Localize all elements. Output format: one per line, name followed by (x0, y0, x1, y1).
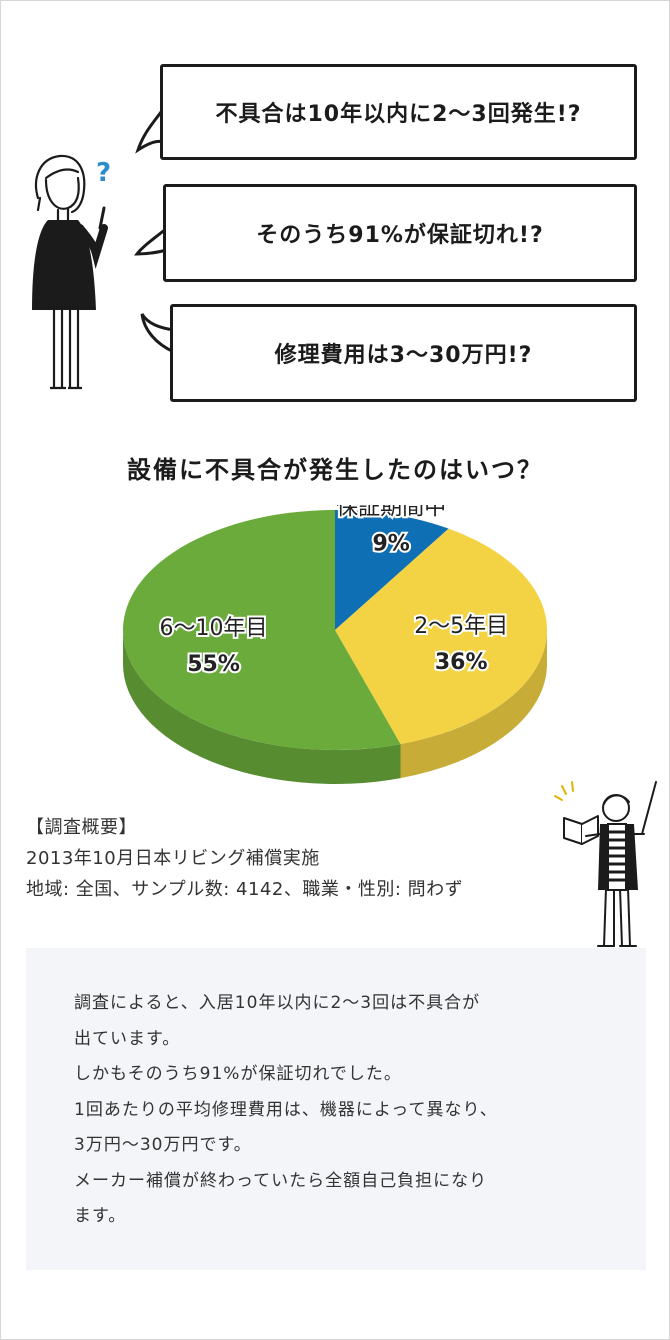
pie-label-2: 6〜10年目 (160, 616, 268, 641)
pie-slice-2 (123, 510, 401, 750)
chart-question-title: 設備に不具合が発生したのはいつ？ (127, 456, 543, 484)
speech-bubble-3: 修理費用は3〜30万円!? (140, 304, 637, 402)
survey-heading: 【調査概要】 (26, 817, 137, 838)
pie-value-0: 9% (373, 532, 410, 557)
pie-value-1: 36% (435, 650, 488, 675)
pie-label-1: 2〜5年目 (414, 614, 508, 639)
pie-slice-1 (335, 528, 548, 745)
summary-line-6: メーカー補償が終わっていたら全額自己負担になり (74, 1170, 488, 1191)
speech-bubble-2: そのうち91%が保証切れ!? (133, 184, 637, 282)
pie-slice-0 (335, 510, 449, 630)
summary-line-3: しかもそのうち91%が保証切れでした。 (74, 1064, 402, 1084)
pie-side-2 (123, 630, 401, 784)
summary-line-7: ます。 (74, 1206, 127, 1226)
summary-line-2: 出ています。 (74, 1028, 181, 1049)
survey-line-2: 地域: 全国、サンプル数: 4142、職業・性別: 問わず (26, 879, 464, 900)
question-mark: ? (96, 158, 112, 188)
pie-value-2: 55% (187, 652, 240, 677)
bubble-tail (135, 107, 166, 154)
summary-line-4: 1回あたりの平均修理費用は、機器によって異なり、 (74, 1099, 498, 1120)
summary-line-5: 3万円〜30万円です。 (74, 1135, 252, 1155)
pie-chart: 保証期間中 9% 2〜5年目 36% 6〜10年目 55% (123, 505, 548, 784)
teacher-illustration (554, 781, 657, 947)
pie-side-1 (400, 630, 547, 779)
bubble-text: そのうち91%が保証切れ!? (163, 184, 637, 282)
pie-top (123, 510, 548, 750)
bubble-text: 修理費用は3〜30万円!? (170, 304, 637, 402)
survey-line-1: 2013年10月日本リビング補償実施 (26, 848, 320, 869)
bubble-tail (140, 313, 175, 354)
pie-labels: 保証期間中 9% 2〜5年目 36% 6〜10年目 55% (158, 505, 511, 679)
bubble-tail (133, 226, 168, 256)
pie-label-0: 保証期間中 (336, 505, 446, 521)
speech-bubble-1: 不具合は10年以内に2〜3回発生!? (135, 64, 637, 160)
summary-box: 調査によると、入居10年以内に2〜3回は不具合が 出ています。 しかもそのうち9… (26, 948, 646, 1270)
bubble-text: 不具合は10年以内に2〜3回発生!? (160, 64, 637, 160)
pie-sides (123, 630, 547, 784)
summary-line-1: 調査によると、入居10年以内に2〜3回は不具合が (74, 993, 481, 1013)
survey-overview: 【調査概要】 2013年10月日本リビング補償実施 地域: 全国、サンプル数: … (26, 812, 463, 905)
thinking-woman-illustration (32, 154, 108, 390)
